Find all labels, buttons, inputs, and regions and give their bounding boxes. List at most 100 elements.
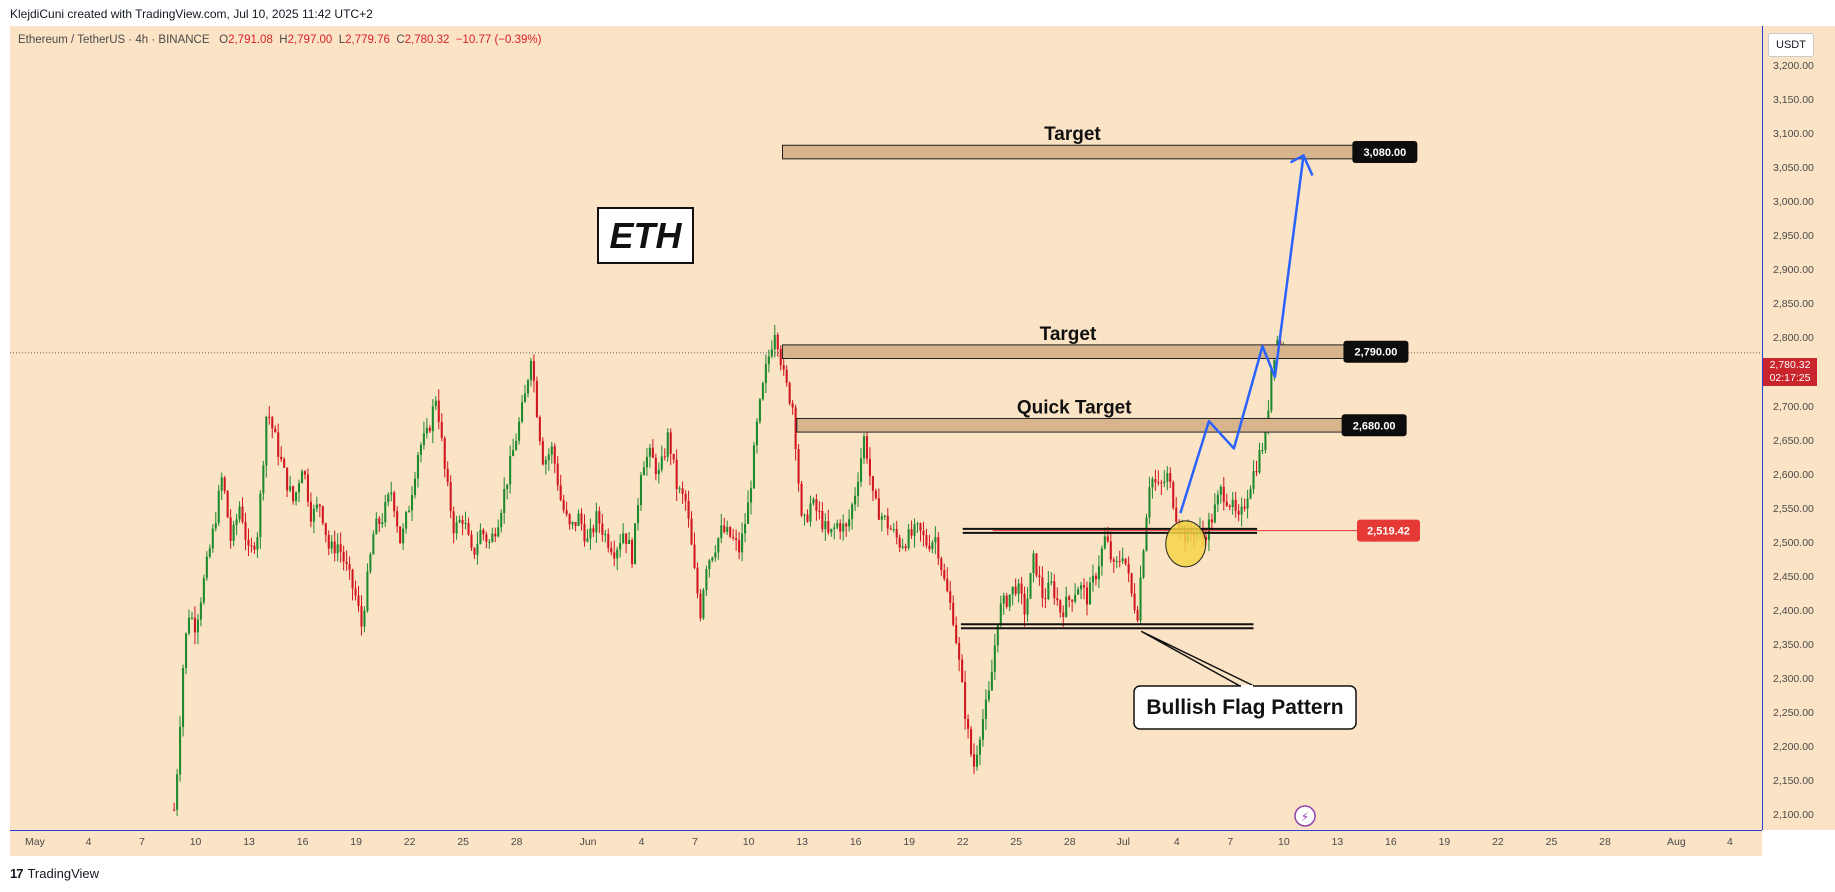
- candle-body: [485, 534, 488, 542]
- candle-body: [220, 477, 223, 491]
- candle-body: [1148, 487, 1151, 518]
- tradingview-logo[interactable]: 17 TradingView: [10, 866, 99, 881]
- candle-body: [259, 493, 262, 538]
- candle-body: [1145, 517, 1148, 551]
- candle-body: [179, 726, 182, 775]
- candle-body: [217, 490, 220, 524]
- candle-body: [354, 588, 357, 596]
- candle-body: [375, 518, 378, 535]
- candle-body: [1106, 536, 1109, 542]
- candle-body: [1109, 541, 1112, 560]
- candle-body: [741, 533, 744, 553]
- time-tick-label: 13: [796, 836, 808, 848]
- candle-body: [1044, 598, 1047, 600]
- candle-body: [711, 557, 714, 561]
- candle-body: [1228, 505, 1231, 507]
- candle-body: [327, 535, 330, 549]
- time-axis[interactable]: [10, 830, 1762, 857]
- candle-body: [173, 809, 176, 811]
- price-tick-label: 2,350.00: [1773, 639, 1814, 652]
- candle-body: [631, 540, 634, 565]
- candle-body: [1151, 479, 1154, 488]
- candle-body: [1097, 566, 1100, 580]
- candle-body: [1234, 499, 1237, 511]
- candle-body: [1240, 506, 1243, 515]
- candle-body: [1011, 586, 1014, 595]
- attribution-bar: KlejdiCuni created with TradingView.com,…: [0, 0, 1835, 26]
- candle-body: [342, 551, 345, 562]
- candle-body: [396, 511, 399, 527]
- time-tick-label: 10: [742, 836, 755, 848]
- candle-body: [247, 539, 250, 546]
- candle-body: [999, 603, 1002, 625]
- time-tick-label: 7: [1227, 836, 1234, 848]
- candle-body: [568, 514, 571, 525]
- candle-body: [405, 512, 408, 529]
- price-axis[interactable]: [1762, 26, 1835, 830]
- candle-body: [425, 427, 428, 434]
- candle-body: [443, 437, 446, 469]
- candle-body: [862, 436, 866, 459]
- candle-body: [526, 380, 530, 394]
- candle-body: [839, 523, 842, 532]
- candle-body: [283, 459, 286, 468]
- candle-body: [1023, 593, 1026, 615]
- candle-body: [1163, 481, 1166, 484]
- candle-body: [690, 518, 693, 545]
- title-box: [597, 207, 694, 264]
- candle-body: [1270, 368, 1273, 411]
- zone-label: Target: [1040, 324, 1097, 345]
- low-value: 2,779.76: [345, 34, 390, 46]
- candle-body: [898, 537, 901, 548]
- candle-body: [726, 527, 729, 532]
- candle-body: [1273, 359, 1276, 369]
- candle-body: [532, 360, 535, 381]
- candle-body: [303, 471, 307, 475]
- candle-body: [865, 436, 869, 459]
- candle-body: [767, 356, 770, 365]
- zone-price-tag: [1341, 414, 1407, 437]
- candle-body: [859, 458, 863, 482]
- price-tick-label: 2,900.00: [1773, 264, 1814, 277]
- title-box-text: ETH: [610, 215, 683, 256]
- candle-body: [1142, 550, 1145, 578]
- time-tick-label: 25: [457, 836, 469, 848]
- symbol-name: Ethereum / TetherUS · 4h · BINANCE: [18, 34, 210, 46]
- candle-body: [815, 499, 818, 511]
- candle-body: [295, 492, 298, 502]
- time-tick-label: 13: [1331, 836, 1344, 848]
- time-tick-label: 7: [692, 836, 699, 848]
- candle-body: [717, 538, 720, 553]
- candle-body: [300, 471, 304, 484]
- candle-body: [827, 521, 830, 533]
- time-tick-label: May: [25, 836, 45, 848]
- candle-body: [324, 523, 327, 536]
- candle-body: [1115, 560, 1118, 562]
- attribution-text: KlejdiCuni created with TradingView.com,…: [10, 7, 373, 21]
- candle-body: [482, 529, 485, 535]
- candle-body: [1118, 560, 1121, 562]
- candle-body: [1085, 587, 1089, 605]
- price-tick-label: 2,400.00: [1773, 604, 1814, 617]
- candle-body: [250, 545, 253, 547]
- candle-body: [830, 528, 833, 533]
- candle-body: [601, 523, 604, 535]
- candle-body: [1219, 486, 1222, 495]
- candle-body: [286, 467, 289, 491]
- candle-body: [1210, 519, 1213, 523]
- candle-body: [369, 554, 372, 572]
- candle-body: [964, 682, 967, 719]
- candle-body: [699, 593, 702, 619]
- candle-body: [1032, 553, 1035, 574]
- price-tick-label: 2,450.00: [1773, 570, 1814, 583]
- candle-body: [755, 421, 758, 446]
- candle-body: [919, 523, 922, 531]
- candle-body: [1231, 499, 1234, 507]
- candle-body: [1213, 504, 1216, 523]
- currency-button[interactable]: USDT: [1768, 33, 1814, 57]
- candle-body: [1166, 473, 1169, 482]
- pattern-callout-text: Bullish Flag Pattern: [1146, 696, 1343, 719]
- projection-arrowhead: [1289, 153, 1314, 176]
- candle-body: [402, 528, 405, 544]
